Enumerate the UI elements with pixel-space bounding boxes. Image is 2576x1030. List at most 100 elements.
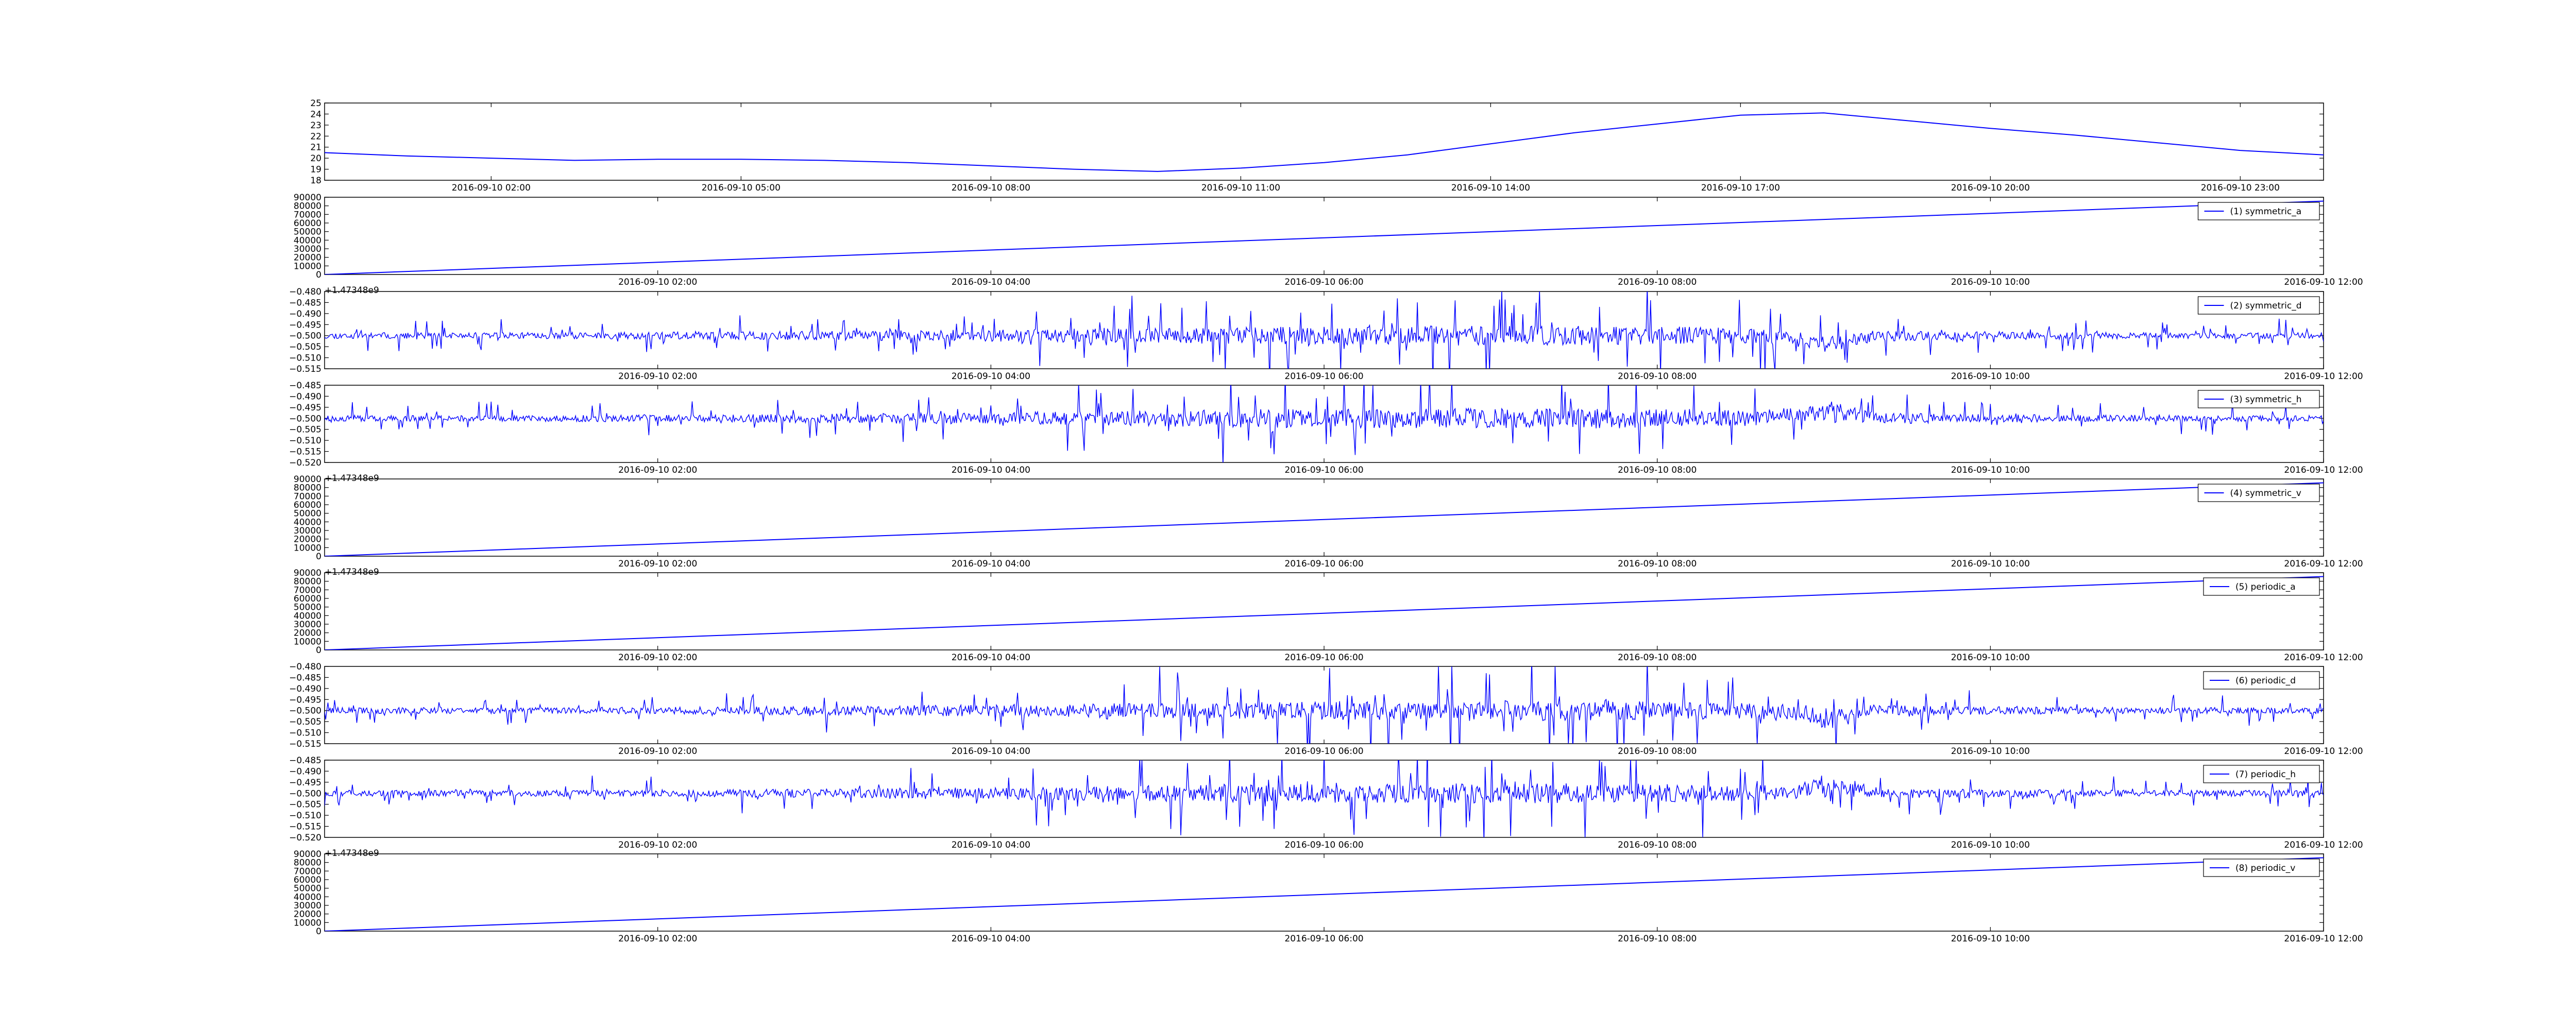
legend-label: (1) symmetric_a — [2230, 207, 2302, 217]
axis-offset-label: +1.47348e9 — [325, 567, 379, 577]
x-tick-label: 2016-09-10 04:00 — [952, 840, 1030, 850]
series-line — [325, 112, 2324, 172]
y-tick-label: 50000 — [294, 884, 321, 894]
x-tick-label: 2016-09-10 06:00 — [1284, 746, 1363, 757]
y-tick-label: 0 — [316, 926, 321, 937]
legend: (7) periodic_h — [2203, 765, 2320, 783]
y-tick-label: 18 — [310, 176, 321, 186]
y-tick-label: 20000 — [294, 628, 321, 639]
y-tick-label: 0 — [316, 270, 321, 280]
y-tick-label: 20000 — [294, 535, 321, 545]
x-tick-label: 2016-09-10 04:00 — [952, 934, 1030, 944]
x-tick-label: 2016-09-10 12:00 — [2284, 559, 2363, 569]
x-tick-label: 2016-09-10 04:00 — [952, 277, 1030, 287]
y-tick-label: 80000 — [294, 483, 321, 493]
x-tick-label: 2016-09-10 10:00 — [1951, 653, 2030, 663]
y-tick-label: 70000 — [294, 491, 321, 502]
y-tick-label: 50000 — [294, 603, 321, 613]
axes-frame — [324, 760, 2324, 838]
y-tick-label: 30000 — [294, 901, 321, 911]
x-tick-label: 2016-09-10 12:00 — [2284, 465, 2363, 475]
x-tick-label: 2016-09-10 08:00 — [1618, 934, 1697, 944]
x-tick-label: 2016-09-10 12:00 — [2284, 934, 2363, 944]
x-tick-label: 2016-09-10 02:00 — [618, 934, 697, 944]
legend: (3) symmetric_h — [2197, 390, 2320, 408]
legend: (5) periodic_a — [2203, 577, 2320, 596]
y-tick-label: −0.515 — [289, 822, 321, 832]
y-tick-label: 20000 — [294, 909, 321, 920]
legend-label: (3) symmetric_h — [2230, 394, 2302, 405]
y-tick-label: 70000 — [294, 866, 321, 877]
legend: (1) symmetric_a — [2197, 202, 2320, 220]
legend-label: (5) periodic_a — [2235, 582, 2296, 592]
x-tick-label: 2016-09-10 10:00 — [1951, 371, 2030, 382]
x-tick-label: 2016-09-10 08:00 — [1618, 465, 1697, 475]
legend-label: (2) symmetric_d — [2230, 301, 2302, 311]
y-tick-label: −0.500 — [289, 706, 321, 716]
y-tick-label: 40000 — [294, 892, 321, 902]
y-tick-label: 80000 — [294, 201, 321, 212]
series-line — [325, 291, 2324, 369]
x-tick-label: 2016-09-10 20:00 — [1951, 183, 2030, 193]
x-tick-label: 2016-09-10 05:00 — [702, 183, 781, 193]
axes-frame — [324, 197, 2324, 275]
x-tick-label: 2016-09-10 04:00 — [952, 746, 1030, 757]
y-tick-label: 23 — [310, 121, 321, 131]
x-tick-label: 2016-09-10 12:00 — [2284, 653, 2363, 663]
axes-frame — [324, 572, 2324, 650]
x-tick-label: 2016-09-10 06:00 — [1284, 465, 1363, 475]
x-tick-label: 2016-09-10 11:00 — [1201, 183, 1280, 193]
chart-panel-4: −0.520−0.515−0.510−0.505−0.500−0.495−0.4… — [289, 381, 2363, 484]
y-tick-label: −0.510 — [289, 436, 321, 446]
series-line — [325, 200, 2324, 274]
y-tick-label: −0.495 — [289, 403, 321, 413]
axes-frame — [324, 853, 2324, 932]
x-tick-label: 2016-09-10 10:00 — [1951, 559, 2030, 569]
y-tick-label: −0.495 — [289, 320, 321, 330]
y-tick-label: −0.480 — [289, 662, 321, 672]
x-tick-label: 2016-09-10 08:00 — [1618, 371, 1697, 382]
x-tick-label: 2016-09-10 02:00 — [618, 465, 697, 475]
x-tick-label: 2016-09-10 12:00 — [2284, 746, 2363, 757]
y-tick-label: 90000 — [294, 568, 321, 578]
y-tick-label: −0.490 — [289, 309, 321, 319]
x-tick-label: 2016-09-10 08:00 — [1618, 277, 1697, 287]
y-tick-label: 25 — [310, 98, 321, 109]
y-tick-label: 50000 — [294, 227, 321, 237]
y-tick-label: −0.510 — [289, 811, 321, 821]
y-tick-label: 60000 — [294, 594, 321, 604]
legend-label: (6) periodic_d — [2235, 676, 2296, 686]
y-tick-label: −0.520 — [289, 833, 321, 843]
y-tick-label: 24 — [310, 109, 321, 119]
y-tick-label: −0.495 — [289, 695, 321, 705]
x-tick-label: 2016-09-10 06:00 — [1284, 653, 1363, 663]
x-tick-label: 2016-09-10 12:00 — [2284, 371, 2363, 382]
y-tick-label: 30000 — [294, 526, 321, 536]
y-tick-label: 30000 — [294, 244, 321, 254]
y-tick-label: 0 — [316, 552, 321, 562]
x-tick-label: 2016-09-10 06:00 — [1284, 559, 1363, 569]
chart-panel-8: −0.520−0.515−0.510−0.505−0.500−0.495−0.4… — [289, 756, 2363, 859]
legend-label: (7) periodic_h — [2235, 769, 2296, 780]
series-line — [325, 385, 2324, 462]
series-line — [325, 857, 2324, 931]
y-tick-label: 10000 — [294, 261, 321, 271]
y-tick-label: 70000 — [294, 585, 321, 595]
chart-panel-3: −0.515−0.510−0.505−0.500−0.495−0.490−0.4… — [289, 287, 2363, 382]
x-tick-label: 2016-09-10 10:00 — [1951, 840, 2030, 850]
y-tick-label: 40000 — [294, 517, 321, 527]
y-tick-label: −0.515 — [289, 364, 321, 374]
chart-panel-5: 0100002000030000400005000060000700008000… — [294, 474, 2363, 577]
y-tick-label: 60000 — [294, 500, 321, 510]
axes-frame — [324, 478, 2324, 557]
axes-frame — [324, 385, 2324, 463]
y-tick-label: −0.500 — [289, 331, 321, 341]
x-tick-label: 2016-09-10 12:00 — [2284, 277, 2363, 287]
y-tick-label: 30000 — [294, 620, 321, 630]
y-tick-label: −0.515 — [289, 739, 321, 749]
axis-offset-label: +1.47348e9 — [325, 473, 379, 484]
y-tick-label: −0.505 — [289, 425, 321, 435]
x-tick-label: 2016-09-10 10:00 — [1951, 277, 2030, 287]
x-tick-label: 2016-09-10 06:00 — [1284, 934, 1363, 944]
